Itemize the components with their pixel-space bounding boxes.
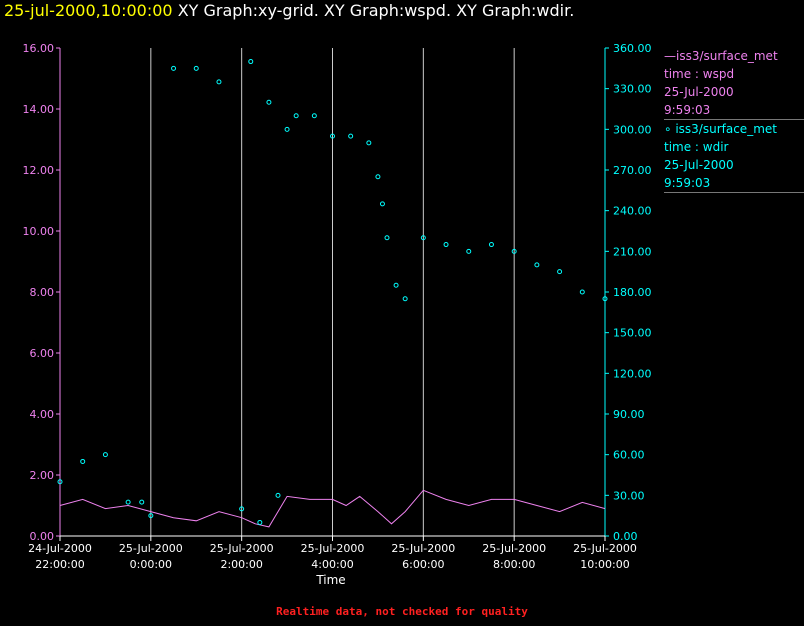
left-tick-label: 6.00	[30, 347, 55, 360]
wdir-point	[102, 452, 108, 458]
series-wspd	[59, 489, 606, 528]
series-wdir	[57, 59, 608, 525]
x-tick-time: 0:00:00	[130, 558, 172, 571]
legend-wdir-var: time : wdir	[664, 140, 729, 154]
wdir-point	[602, 296, 608, 302]
x-tick-date: 24-Jul-2000	[28, 542, 92, 555]
wdir-point	[534, 262, 540, 268]
left-axis-ticks: 0.00 2.00 4.00 6.00 8.00 10.00 12.00 14.00 16.00	[23, 42, 60, 543]
right-tick-label: 60.00	[613, 449, 645, 462]
wdir-point	[366, 140, 372, 146]
left-tick-label: 0.00	[30, 530, 55, 543]
x-tick-date: 25-Jul-2000	[482, 542, 546, 555]
wdir-point	[393, 282, 399, 288]
wdir-point	[488, 242, 494, 248]
wdir-point	[375, 174, 381, 180]
x-tick-date: 25-Jul-2000	[210, 542, 274, 555]
wdir-point	[275, 492, 281, 498]
left-tick-label: 2.00	[30, 469, 55, 482]
wdir-point	[311, 113, 317, 119]
right-tick-label: 0.00	[613, 530, 638, 543]
wdir-point	[384, 235, 390, 241]
x-tick-date: 25-Jul-2000	[391, 542, 455, 555]
right-tick-label: 90.00	[613, 408, 645, 421]
x-tick-time: 6:00:00	[402, 558, 444, 571]
wdir-point	[443, 242, 449, 248]
right-tick-label: 360.00	[613, 42, 652, 55]
legend-wspd: —iss3/surface_met time : wspd 25-Jul-200…	[664, 47, 804, 120]
left-tick-label: 10.00	[23, 225, 55, 238]
right-tick-label: 330.00	[613, 83, 652, 96]
quality-notice: Realtime data, not checked for quality	[276, 605, 528, 618]
legend-wspd-time: 9:59:03	[664, 101, 804, 120]
x-tick-time: 2:00:00	[220, 558, 262, 571]
left-tick-label: 14.00	[23, 103, 55, 116]
title-graphs: XY Graph:xy-grid. XY Graph:wspd. XY Grap…	[177, 1, 575, 20]
legend-wdir-time: 9:59:03	[664, 174, 804, 193]
right-axis-ticks: 0.00 30.00 60.00 90.00 120.00 150.00 180.00 210…	[605, 42, 652, 543]
right-tick-label: 240.00	[613, 205, 652, 218]
x-tick-time: 10:00:00	[580, 558, 629, 571]
left-tick-label: 12.00	[23, 164, 55, 177]
right-tick-label: 30.00	[613, 489, 645, 502]
wdir-point	[257, 519, 263, 525]
x-tick-time: 22:00:00	[35, 558, 84, 571]
legend-wspd-date: 25-Jul-2000	[664, 85, 734, 99]
wdir-point	[284, 126, 290, 132]
wdir-point	[348, 133, 354, 139]
window-title: 25-jul-2000,10:00:00 XY Graph:xy-grid. X…	[4, 0, 574, 22]
left-tick-label: 16.00	[23, 42, 55, 55]
wdir-point	[579, 289, 585, 295]
x-tick-time: 8:00:00	[493, 558, 535, 571]
wdir-point	[239, 506, 245, 512]
title-timestamp: 25-jul-2000,10:00:00	[4, 1, 173, 20]
wdir-point	[80, 458, 86, 464]
left-tick-label: 4.00	[30, 408, 55, 421]
wdir-point	[330, 133, 335, 139]
right-tick-label: 270.00	[613, 164, 652, 177]
vertical-grid	[150, 48, 515, 536]
x-tick-date: 25-Jul-2000	[301, 542, 365, 555]
wdir-point	[266, 99, 272, 105]
wdir-point	[193, 65, 199, 71]
right-tick-label: 120.00	[613, 367, 652, 380]
legend-wdir: ∘ iss3/surface_met time : wdir 25-Jul-20…	[664, 120, 804, 193]
right-tick-label: 210.00	[613, 245, 652, 258]
wdir-point	[125, 499, 131, 505]
wdir-point	[57, 479, 63, 485]
x-tick-date: 25-Jul-2000	[573, 542, 637, 555]
wdir-point	[293, 113, 299, 119]
legend-wspd-var: time : wspd	[664, 67, 735, 81]
wdir-point	[171, 65, 177, 71]
wdir-point	[402, 296, 408, 302]
wdir-point	[557, 269, 563, 275]
wdir-point	[216, 79, 222, 85]
right-tick-label: 300.00	[613, 123, 652, 136]
right-tick-label: 150.00	[613, 327, 652, 340]
x-axis-label: Time	[315, 573, 345, 587]
wdir-point	[148, 513, 154, 519]
x-tick-time: 4:00:00	[311, 558, 353, 571]
wspd-line	[59, 489, 606, 528]
wdir-point	[248, 59, 254, 65]
legend-wspd-source: —iss3/surface_met	[664, 49, 778, 63]
wdir-point	[511, 248, 517, 254]
wdir-point	[420, 235, 426, 241]
x-tick-date: 25-Jul-2000	[119, 542, 183, 555]
x-axis-ticks: 24-Jul-2000 22:00:00 25-Jul-2000 0:00:00 25-…	[28, 536, 637, 571]
wdir-point	[139, 499, 145, 505]
legend-wdir-source: ∘ iss3/surface_met	[664, 122, 777, 136]
right-tick-label: 180.00	[613, 286, 652, 299]
left-tick-label: 8.00	[30, 286, 55, 299]
legend-wdir-date: 25-Jul-2000	[664, 158, 734, 172]
wdir-point	[466, 248, 472, 254]
wdir-point	[379, 201, 385, 207]
